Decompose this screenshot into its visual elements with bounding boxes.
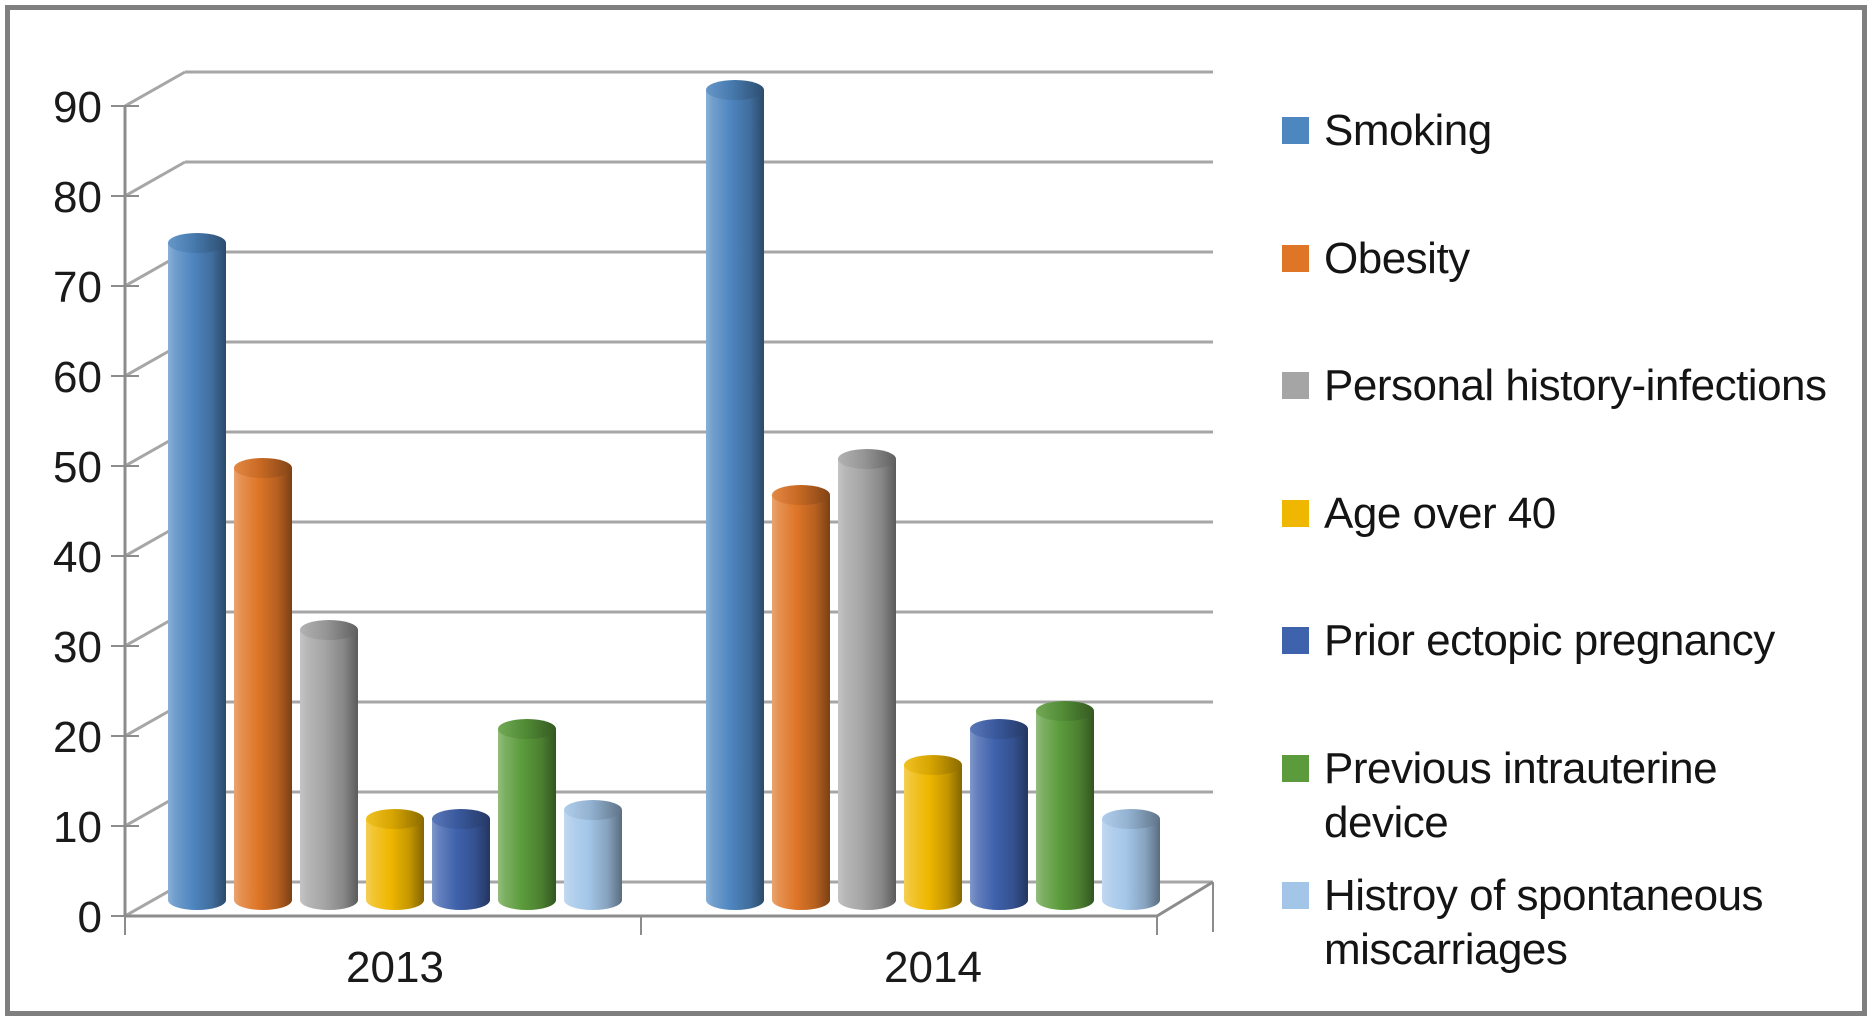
- bar-personal-history-infections-2013: [300, 620, 358, 910]
- bar-histroy-of-spontaneous-miscarriages-2014: [1102, 809, 1160, 910]
- legend-item-prior-ectopic-pregnancy: Prior ectopic pregnancy: [1282, 614, 1830, 668]
- legend-label-obesity: Obesity: [1324, 234, 1470, 283]
- bar-age-over-40-2014: [904, 755, 962, 910]
- legend-swatch-previous-intrauterine-device: [1282, 755, 1309, 782]
- y-axis-label-50: 50: [53, 443, 102, 492]
- legend-item-age-over-40: Age over 40: [1282, 487, 1830, 541]
- bar-chart-3d: 0 10 20 30 40 50 60 70 80 90 2013 2014: [53, 70, 1214, 992]
- x-axis-label-2013: 2013: [346, 943, 444, 992]
- legend-swatch-histroy-of-spontaneous-miscarriages: [1282, 882, 1309, 909]
- legend-label-smoking: Smoking: [1324, 106, 1492, 155]
- y-axis-label-10: 10: [53, 803, 102, 852]
- bar-smoking-2014: [706, 80, 764, 910]
- gridline-diagonal-90: [124, 70, 186, 108]
- legend-item-obesity: Obesity: [1282, 232, 1830, 286]
- legend: Smoking Obesity Personal history-infection…: [1282, 10, 1857, 1021]
- y-axis-label-90: 90: [53, 83, 102, 132]
- y-axis-label-70: 70: [53, 263, 102, 312]
- floor-right-edge: [1156, 880, 1214, 918]
- legend-label-personal-history-infections: Personal history-infections: [1324, 361, 1827, 410]
- bar-prior-ectopic-pregnancy-2013: [432, 809, 490, 910]
- y-axis-label-20: 20: [53, 713, 102, 762]
- bar-prior-ectopic-pregnancy-2014: [970, 719, 1028, 910]
- legend-label-previous-intrauterine-device: Previous intrauterine device: [1324, 744, 1718, 847]
- bar-obesity-2013: [234, 458, 292, 910]
- bar-previous-intrauterine-device-2014: [1036, 701, 1094, 910]
- y-axis-label-40: 40: [53, 533, 102, 582]
- bar-obesity-2014: [772, 485, 830, 910]
- legend-item-previous-intrauterine-device: Previous intrauterine device: [1282, 742, 1830, 850]
- y-axis-label-60: 60: [53, 353, 102, 402]
- bar-histroy-of-spontaneous-miscarriages-2013: [564, 800, 622, 910]
- y-axis-label-80: 80: [53, 173, 102, 222]
- legend-swatch-personal-history-infections: [1282, 372, 1309, 399]
- legend-label-histroy-of-spontaneous-miscarriages: Histroy of spontaneous miscarriages: [1324, 871, 1764, 974]
- y-axis-label-30: 30: [53, 623, 102, 672]
- bar-personal-history-infections-2014: [838, 449, 896, 910]
- legend-swatch-obesity: [1282, 245, 1309, 272]
- legend-swatch-smoking: [1282, 117, 1309, 144]
- y-axis-label-0: 0: [78, 893, 102, 942]
- legend-swatch-prior-ectopic-pregnancy: [1282, 627, 1309, 654]
- bar-smoking-2013: [168, 233, 226, 910]
- bar-age-over-40-2013: [366, 809, 424, 910]
- legend-label-age-over-40: Age over 40: [1324, 489, 1556, 538]
- figure-border: 0 10 20 30 40 50 60 70 80 90 2013 2014 Smoking Obesi…: [5, 5, 1867, 1016]
- x-axis-label-2014: 2014: [884, 943, 982, 992]
- gridline-diagonal-80: [124, 160, 186, 198]
- bar-previous-intrauterine-device-2013: [498, 719, 556, 910]
- legend-swatch-age-over-40: [1282, 500, 1309, 527]
- legend-label-prior-ectopic-pregnancy: Prior ectopic pregnancy: [1324, 616, 1775, 665]
- legend-item-personal-history-infections: Personal history-infections: [1282, 359, 1830, 413]
- legend-item-histroy-of-spontaneous-miscarriages: Histroy of spontaneous miscarriages: [1282, 869, 1830, 977]
- legend-item-smoking: Smoking: [1282, 104, 1830, 158]
